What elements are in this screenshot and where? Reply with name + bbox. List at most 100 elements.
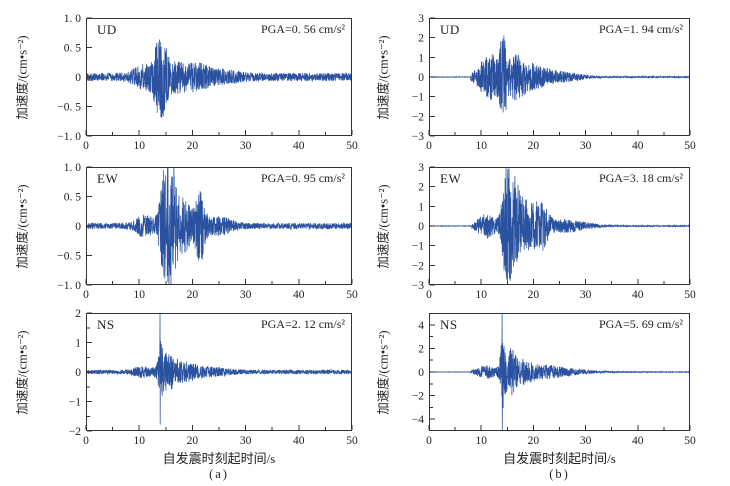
panel-a-ns: 0 10 20 30 40 50 2 1 0 −1 −2 NS PGA=2. 12 cm/s² 加速… [16,308,359,447]
x-axis-tick-label: 20 [187,289,199,301]
component-label: EW [440,171,462,186]
plot-frame [429,167,690,285]
x-axis-tick-label: 0 [83,435,89,447]
y-axis-tick-label: 2 [418,343,424,355]
x-axis-tick-label: 10 [475,140,487,152]
y-axis-tick-label: −1. 0 [57,131,81,143]
waveform-trace [429,167,690,285]
panel-b-ud: 0 10 20 30 40 50 3 2 1 0 −1 −2 −3 UD PGA=1. 94 cm/s²… [377,13,697,152]
waveform-trace [429,313,690,431]
y-axis-tick-label: 0. 5 [64,43,82,55]
x-axis-tick-label: 20 [528,289,540,301]
y-axis-tick-label: −1. 0 [57,280,81,292]
y-axis-title: 加速度/(cm•s⁻²) [15,35,30,120]
y-axis-tick-label: −2 [412,111,424,123]
panel-a-ew: 0 10 20 30 40 50 1. 0 0. 5 0 −0. 5 −1. 0 EW PGA=0.… [16,162,359,301]
x-axis-tick-label: 30 [240,289,252,301]
pga-label: PGA=0. 95 cm/s² [260,171,345,185]
x-axis-tick-label: 50 [684,140,696,152]
x-axis-tick-label: 20 [528,140,540,152]
y-axis-tick-label: −0. 5 [57,251,81,263]
x-axis-tick-label: 10 [133,435,145,447]
x-axis-tick-label: 40 [293,435,305,447]
x-axis-tick-label: 40 [632,140,644,152]
x-axis-tick-label: 50 [346,140,358,152]
y-axis-title: 加速度/(cm•s⁻²) [15,330,30,415]
waveform-trace [86,39,352,118]
y-axis-tick-label: −2 [412,391,424,403]
x-axis-tick-label: 50 [346,289,358,301]
y-axis-tick-label: 2 [418,182,424,194]
component-label: EW [97,171,119,186]
y-axis-tick-label: −1 [412,241,424,253]
y-axis-title: 加速度/(cm•s⁻²) [376,35,391,120]
waveform-plot-a-ew: 0 10 20 30 40 50 1. 0 0. 5 0 −0. 5 −1. 0 [57,162,358,301]
x-axis-tick-label: 0 [426,289,432,301]
x-axis-tick-label: 20 [528,435,540,447]
pga-label: PGA=0. 56 cm/s² [260,22,345,36]
x-axis-tick-label: 50 [684,289,696,301]
plot-frame [429,18,690,136]
y-axis-tick-label: 4 [418,320,424,332]
y-axis-tick-label: 0 [418,367,424,379]
x-axis-tick-label: 30 [240,140,252,152]
y-axis-title: 加速度/(cm•s⁻²) [376,330,391,415]
x-axis-tick-label: 30 [580,140,592,152]
waveform-plot-a-ud: 0 10 20 30 40 50 1. 0 0. 5 0 −0. 5 −1. 0 [57,13,358,152]
plot-frame [86,313,352,431]
y-axis-tick-label: −0. 5 [57,102,81,114]
y-axis-tick-label: 0 [418,72,424,84]
x-axis-tick-label: 10 [133,140,145,152]
y-axis-title: 加速度/(cm•s⁻²) [15,184,30,269]
x-axis-tick-label: 20 [187,140,199,152]
y-axis-tick-label: −3 [412,131,424,143]
plot-frame [86,167,352,285]
panel-a-ud: 0 10 20 30 40 50 1. 0 0. 5 0 −0. 5 −1. 0 UD PGA=0.… [16,13,359,152]
x-axis-tick-label: 40 [293,289,305,301]
component-label: UD [440,22,460,37]
y-axis-tick-label: −3 [412,280,424,292]
y-axis-tick-label: 3 [418,13,424,25]
y-axis-tick-label: 0 [418,221,424,233]
caption-a: (a) [209,467,229,481]
y-axis-tick-label: 2 [418,33,424,45]
y-axis-tick-label: 1 [418,201,424,213]
x-axis-tick-label: 0 [83,140,89,152]
x-axis-tick-label: 10 [475,289,487,301]
plot-frame [86,18,352,136]
x-axis-tick-label: 50 [346,435,358,447]
x-axis-tick-label: 0 [83,289,89,301]
x-axis-tick-label: 40 [632,289,644,301]
y-axis-tick-label: 2 [75,308,81,320]
x-axis-tick-label: 40 [293,140,305,152]
x-axis-tick-label: 30 [580,435,592,447]
x-axis-tick-label: 40 [632,435,644,447]
y-axis-tick-label: 1. 0 [64,162,82,174]
x-axis-tick-label: 50 [684,435,696,447]
x-axis-title-b: 自发震时刻起时间/s [503,451,616,466]
y-axis-tick-label: 1 [418,52,424,64]
x-axis-title-a: 自发震时刻起时间/s [162,451,276,466]
y-axis-title: 加速度/(cm•s⁻²) [376,184,391,269]
waveform-trace [86,167,352,285]
y-axis-tick-label: 0 [75,72,81,84]
y-axis-tick-label: 0 [75,367,81,379]
waveform-trace [429,35,690,113]
pga-label: PGA=5. 69 cm/s² [598,317,683,331]
y-axis-tick-label: 3 [418,162,424,174]
x-axis-tick-label: 10 [133,289,145,301]
y-axis-tick-label: −2 [69,426,81,438]
component-label: UD [97,22,117,37]
y-axis-tick-label: 0. 5 [64,192,82,204]
y-axis-tick-label: 1 [75,338,81,350]
y-axis-tick-label: −1 [69,397,81,409]
panel-b-ew: 0 10 20 30 40 50 3 2 1 0 −1 −2 −3 EW PGA=3. 18 cm/s²… [377,162,697,301]
x-axis-tick-label: 30 [240,435,252,447]
waveform-trace [86,313,352,425]
pga-label: PGA=2. 12 cm/s² [260,317,345,331]
y-axis-tick-label: 1. 0 [64,13,82,25]
component-label: NS [440,317,458,332]
